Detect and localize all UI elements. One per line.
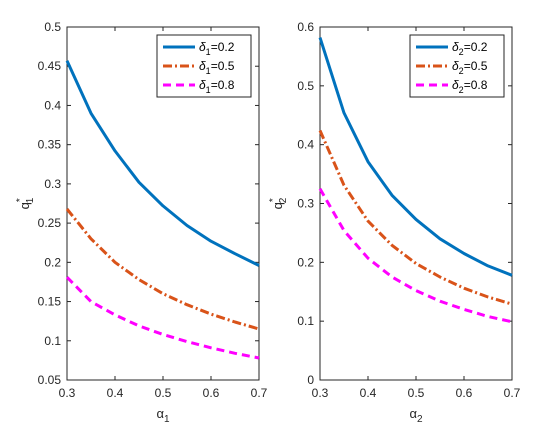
y-tick-label: 0.2: [44, 255, 61, 269]
chart-1: 0.3 0.4 0.5 0.6 0.7 0.05 0.1 0.15 0.2 0.25 0.3 0.35…: [15, 20, 268, 425]
legend-box: [156, 34, 252, 98]
legend-label-2: δ1=0.5: [199, 59, 235, 76]
y-tick-label: 0.2: [297, 255, 314, 269]
series-line-3: [318, 188, 513, 324]
legend-label-2: δ2=0.5: [452, 59, 488, 76]
legend-label-3: δ1=0.8: [199, 78, 235, 95]
x-tick-label: 0.5: [408, 386, 425, 400]
y-axis-label: q*2: [268, 197, 289, 209]
x-tick-label: 0.3: [312, 386, 329, 400]
x-tick-label: 0.5: [155, 386, 172, 400]
x-tick-label: 0.6: [456, 386, 473, 400]
legend-label-1: δ2=0.2: [452, 40, 488, 57]
y-tick-label: 0.3: [44, 177, 61, 191]
y-tick-label: 0.35: [38, 138, 62, 152]
y-tick-label: 0.3: [297, 197, 314, 211]
legend-box: [409, 34, 505, 98]
y-tick-label: 0.25: [38, 216, 62, 230]
legend-label-1: δ1=0.2: [199, 40, 235, 57]
series-line-3: [65, 276, 260, 360]
x-axis-label: α1: [156, 406, 170, 425]
series-line-2: [318, 129, 513, 306]
series-line-1: [65, 60, 260, 267]
x-tick-label: 0.7: [504, 386, 521, 400]
y-tick-label: 0.4: [44, 98, 61, 112]
series-line-1: [318, 37, 513, 277]
x-tick-label: 0.7: [251, 386, 268, 400]
y-tick-label: 0.5: [44, 20, 61, 34]
y-tick-label: 0.15: [38, 295, 62, 309]
y-tick-label: 0.1: [44, 334, 61, 348]
x-axis-label: α2: [409, 406, 423, 425]
x-tick-label: 0.4: [360, 386, 377, 400]
x-tick-label: 0.4: [107, 386, 124, 400]
y-tick-label: 0.1: [297, 314, 314, 328]
y-tick-label: 0.5: [297, 79, 314, 93]
y-tick-label: 0: [307, 373, 314, 387]
y-tick-label: 0.4: [297, 138, 314, 152]
y-tick-label: 0.45: [38, 59, 62, 73]
y-tick-label: 0.6: [297, 20, 314, 34]
chart-2: 0.3 0.4 0.5 0.6 0.7 0 0.1 0.2 0.3 0.4 0.5 0.6 α2 q*2 δ…: [268, 20, 521, 425]
y-axis-label: q*1: [15, 197, 36, 209]
x-tick-label: 0.6: [203, 386, 220, 400]
x-tick-label: 0.3: [59, 386, 76, 400]
y-tick-label: 0.05: [38, 373, 62, 387]
legend-label-3: δ2=0.8: [452, 78, 488, 95]
